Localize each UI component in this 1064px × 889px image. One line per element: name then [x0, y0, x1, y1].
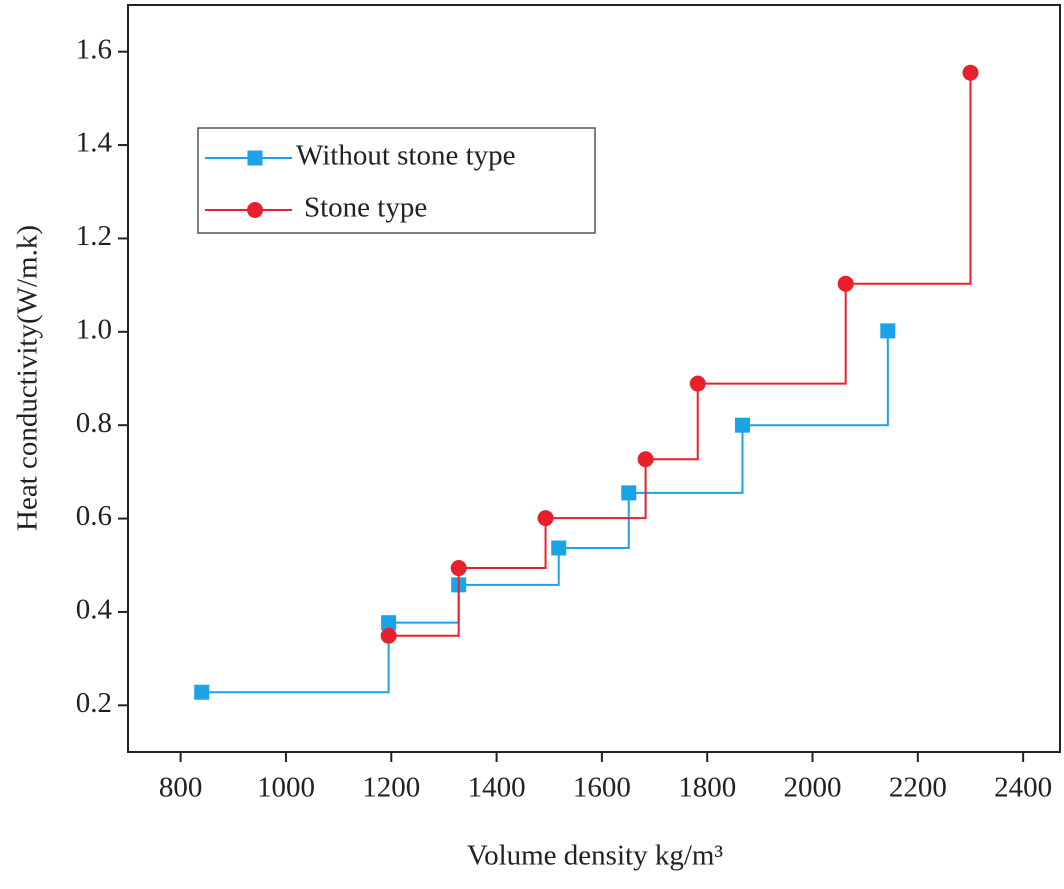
y-tick-label: 0.8: [76, 407, 112, 439]
y-tick-label: 1.2: [76, 220, 112, 252]
data-point: [637, 451, 654, 468]
x-tick-label: 1200: [362, 772, 420, 804]
x-axis-label: Volume density kg/m³: [467, 840, 724, 872]
plot-frame: [127, 4, 1061, 753]
legend-marker: [247, 150, 263, 166]
legend-label: Without stone type: [296, 140, 516, 172]
y-axis-label: Heat conductivity(W/m.k): [12, 225, 44, 531]
data-point: [194, 684, 210, 700]
y-tick-label: 0.6: [76, 500, 112, 532]
y-tick-label: 0.2: [76, 687, 112, 719]
y-tick-label: 1.4: [76, 127, 113, 159]
data-point: [381, 615, 397, 631]
data-point: [450, 560, 467, 577]
data-point: [380, 627, 397, 644]
data-point: [621, 485, 637, 501]
x-tick-label: 800: [159, 772, 203, 804]
data-point: [734, 417, 750, 433]
data-point: [962, 64, 979, 81]
x-tick-label: 2000: [784, 772, 842, 804]
y-tick-label: 0.4: [76, 594, 113, 626]
y-tick-label: 1.0: [76, 313, 112, 345]
legend-marker: [247, 202, 263, 218]
x-tick-label: 2200: [889, 772, 947, 804]
x-tick-label: 1600: [573, 772, 631, 804]
y-tick-label: 1.6: [76, 33, 112, 65]
x-tick-label: 1400: [468, 772, 526, 804]
x-tick-label: 2400: [994, 772, 1052, 804]
data-point: [880, 323, 896, 339]
data-point: [537, 510, 554, 527]
data-point: [689, 375, 706, 392]
x-tick-label: 1000: [257, 772, 315, 804]
legend-label: Stone type: [304, 192, 427, 224]
data-point: [551, 540, 567, 556]
x-tick-label: 1800: [678, 772, 736, 804]
data-point: [837, 275, 854, 292]
legend-box: [197, 127, 596, 234]
